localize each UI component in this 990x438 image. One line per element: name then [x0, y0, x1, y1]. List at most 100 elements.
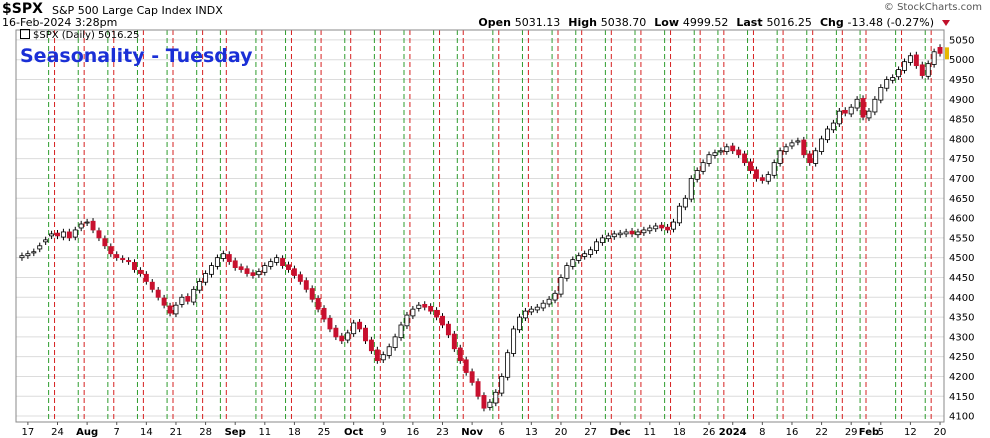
up-candle [552, 292, 558, 301]
up-candle [825, 128, 830, 141]
up-candle [676, 205, 682, 224]
y-tick-label: 4450 [949, 273, 974, 284]
down-candle [753, 169, 759, 179]
up-candle [896, 69, 902, 78]
up-candle [197, 281, 203, 291]
up-candle [594, 241, 599, 251]
down-candle [167, 305, 173, 314]
x-tick-label: 22 [815, 427, 828, 438]
ohlc-value: 4999.52 [682, 16, 729, 29]
x-tick-label: Oct [344, 427, 363, 438]
up-candle [84, 221, 90, 224]
y-tick-label: 4950 [949, 75, 974, 86]
plot-frame [15, 29, 945, 423]
up-candle [404, 314, 410, 327]
up-candle [712, 152, 718, 156]
up-candle [884, 79, 890, 89]
up-candle [795, 140, 801, 143]
symbol: $SPX [2, 1, 43, 17]
x-tick-label: Sep [225, 427, 246, 438]
up-candle [179, 296, 185, 305]
y-tick-label: 5000 [949, 55, 974, 66]
ohlc-value: 5031.13 [514, 16, 561, 29]
copyright: © StockCharts.com [883, 2, 982, 13]
up-candle [671, 221, 676, 230]
y-tick-label: 4250 [949, 352, 974, 363]
ohlc-value: 5038.70 [600, 16, 647, 29]
up-candle [345, 332, 351, 341]
up-candle [203, 273, 209, 283]
x-tick-label: 27 [584, 427, 597, 438]
down-candle [665, 226, 671, 231]
up-candle [694, 170, 700, 180]
down-candle [860, 98, 866, 118]
up-candle [848, 106, 854, 115]
legend-swatch-icon [20, 29, 30, 39]
down-candle [759, 177, 765, 181]
down-candle [327, 317, 333, 330]
x-tick-label: 29 [845, 427, 858, 438]
up-candle [890, 77, 896, 81]
y-tick-label: 4900 [949, 95, 974, 106]
up-candle [647, 227, 653, 232]
x-tick-label: 25 [318, 427, 331, 438]
y-tick-label: 4650 [949, 194, 974, 205]
down-candle [629, 230, 635, 235]
up-candle [214, 257, 220, 267]
up-candle [777, 150, 783, 164]
up-candle [78, 223, 84, 229]
x-tick-label: 23 [436, 427, 449, 438]
up-candle [256, 271, 262, 276]
x-tick-label: 8 [759, 427, 765, 438]
down-candle [250, 272, 256, 276]
up-candle [487, 401, 493, 408]
up-candle [783, 146, 789, 152]
up-candle [19, 255, 25, 259]
up-candle [499, 376, 505, 394]
y-tick-label: 4350 [949, 313, 974, 324]
ohlc-value: -13.48 (-0.27%) [847, 16, 934, 29]
down-candle [919, 64, 925, 76]
ohlc-label: Chg [819, 16, 848, 29]
x-tick-label: Nov [461, 427, 483, 438]
timestamp: 16-Feb-2024 3:28pm [2, 16, 118, 29]
y-tick-label: 4850 [949, 115, 974, 126]
up-candle [410, 308, 416, 317]
x-tick-label: 21 [170, 427, 183, 438]
down-candle [357, 321, 363, 330]
down-candle [303, 280, 309, 290]
down-candle [434, 309, 440, 318]
up-candle [718, 150, 724, 153]
up-candle [570, 259, 576, 267]
x-tick-label: 12 [904, 427, 917, 438]
ohlc-label: High [568, 16, 601, 29]
x-tick-label: 28 [199, 427, 212, 438]
x-tick-label: Aug [76, 427, 98, 438]
y-tick-label: 4500 [949, 253, 974, 264]
down-candle [742, 153, 748, 164]
up-candle [386, 346, 392, 356]
up-candle [511, 328, 517, 354]
x-tick-label: 11 [643, 427, 656, 438]
up-candle [688, 178, 694, 200]
y-tick-label: 4600 [949, 214, 974, 225]
down-candle [55, 232, 60, 237]
down-candle [339, 335, 345, 342]
down-candle [102, 238, 108, 247]
down-candle [730, 145, 736, 152]
up-candle [493, 391, 499, 404]
up-candle [546, 298, 552, 305]
up-candle [37, 245, 43, 250]
up-candle [588, 249, 594, 255]
down-candle [807, 153, 813, 164]
chart-annotation: Seasonality - Tuesday [20, 45, 253, 67]
down-candle [96, 230, 102, 239]
down-candle [428, 305, 434, 312]
up-candle [392, 336, 398, 348]
down-candle [90, 220, 96, 231]
up-candle [925, 63, 931, 77]
up-candle [907, 55, 913, 63]
x-tick-label: 6 [499, 427, 505, 438]
up-candle [558, 277, 564, 295]
ohlc-value: 5016.25 [766, 16, 812, 29]
